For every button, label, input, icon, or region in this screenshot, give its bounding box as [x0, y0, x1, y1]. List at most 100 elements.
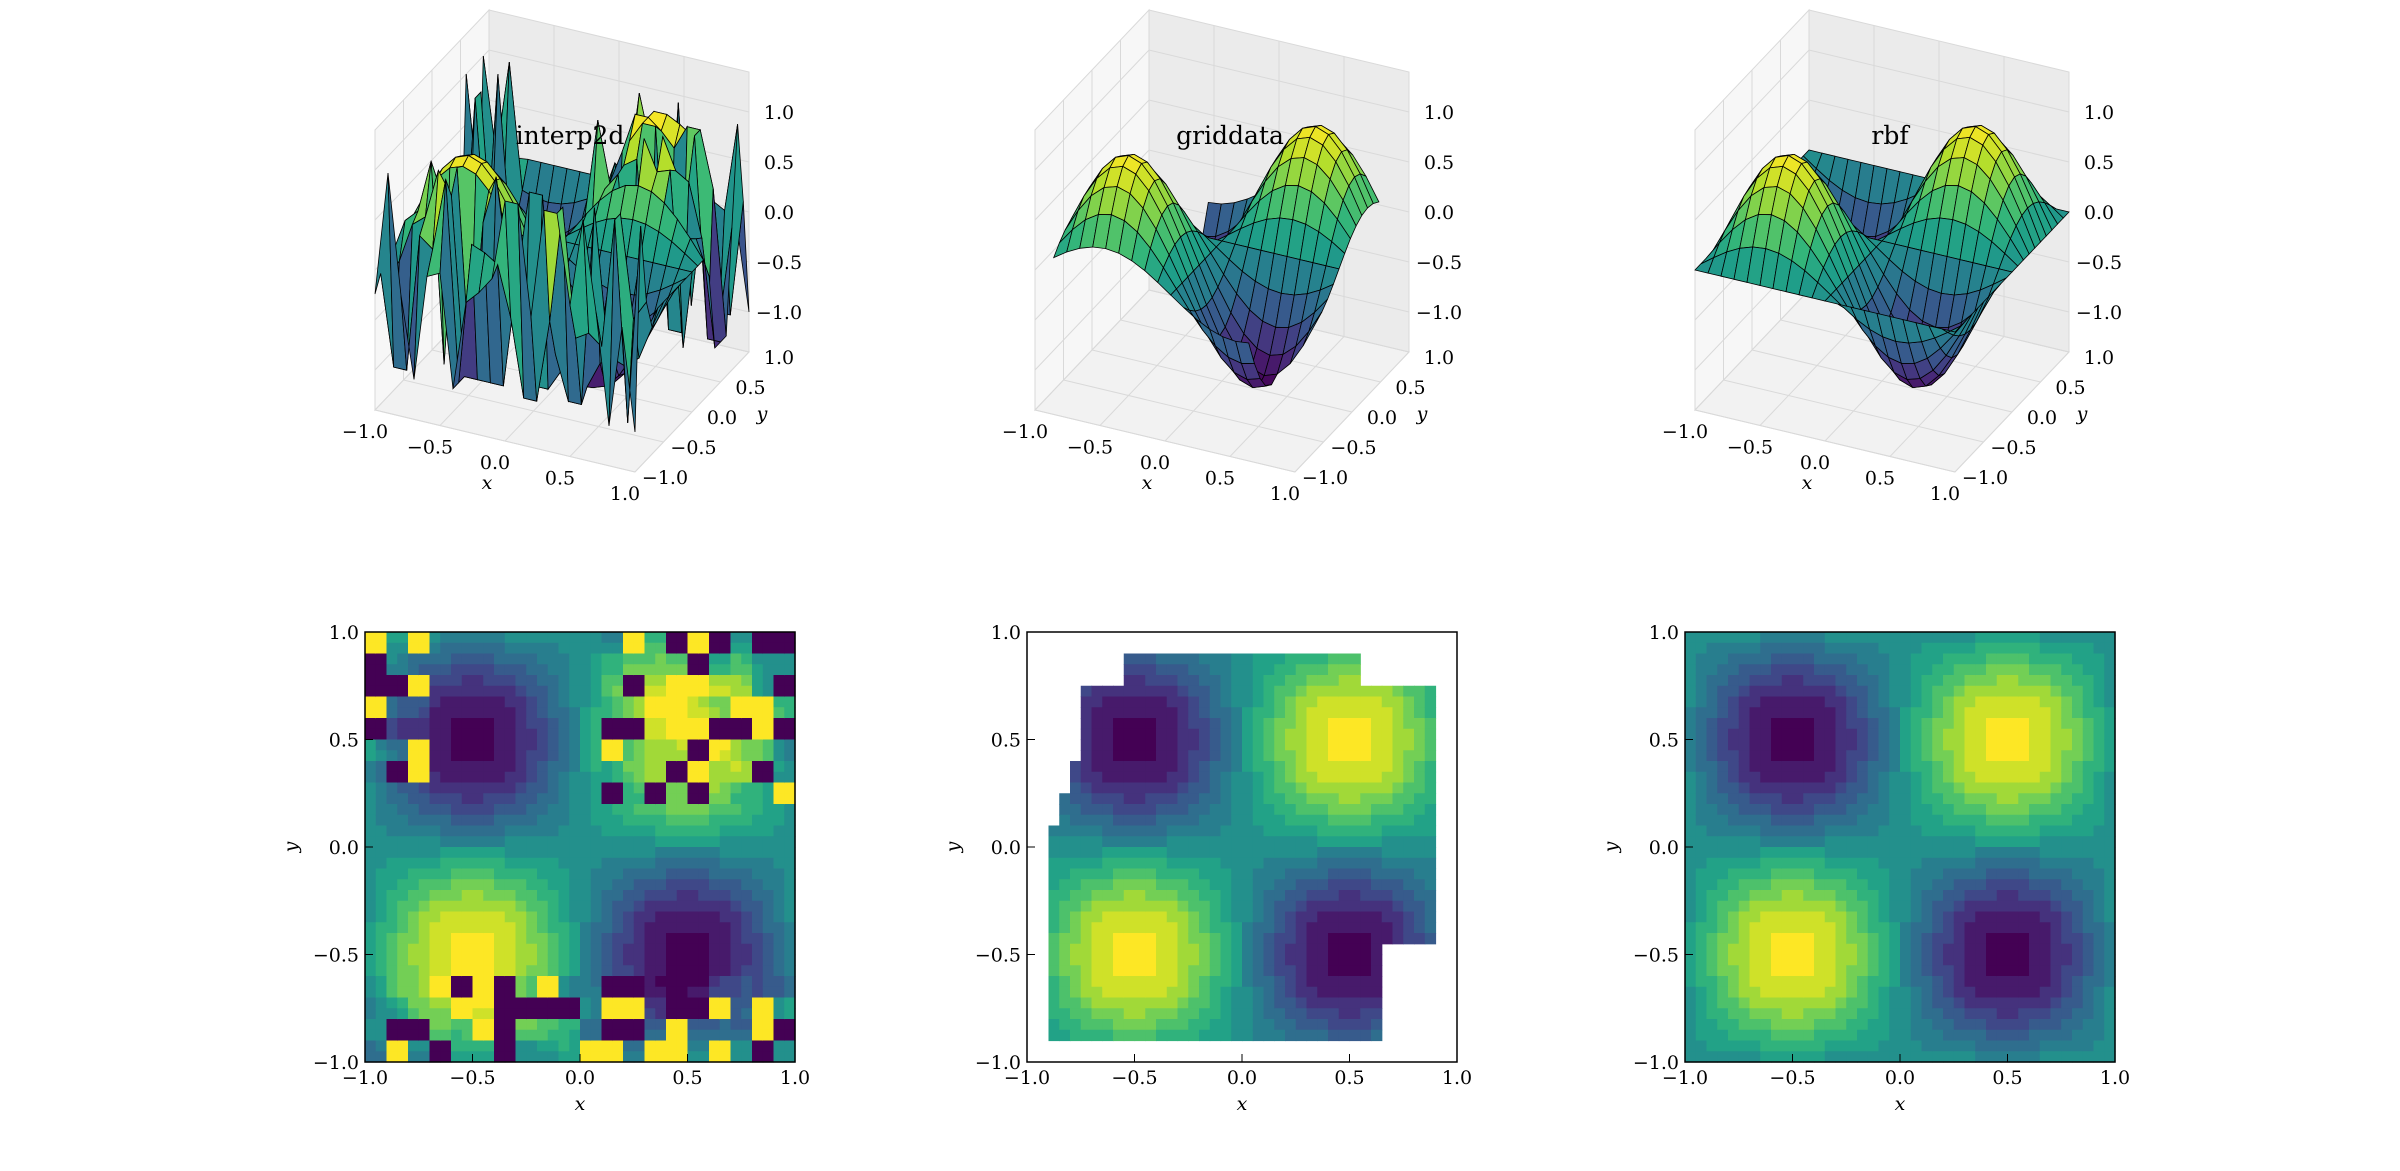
contour-cell — [1209, 707, 1222, 719]
contour-cell — [537, 986, 549, 999]
contour-cell — [558, 771, 570, 784]
contour-cell — [752, 1008, 764, 1020]
contour-cell — [1424, 836, 1437, 848]
contour-cell — [375, 1008, 388, 1020]
surface-face — [1941, 325, 1961, 333]
contour-cell — [1792, 986, 1804, 999]
contour-cell — [590, 1019, 603, 1031]
contour-cell — [1695, 1040, 1708, 1052]
contour-cell — [1717, 1040, 1729, 1052]
contour-cell — [1814, 739, 1826, 751]
contour-cell — [1371, 933, 1383, 945]
contour-cell — [784, 632, 796, 644]
contour-cell — [601, 782, 613, 794]
contour-cell — [1123, 890, 1136, 902]
contour-cell — [1091, 922, 1103, 934]
contour-cell — [1371, 793, 1383, 805]
contour-cell — [504, 911, 517, 923]
contour-cell — [1381, 890, 1394, 902]
contour-cell — [762, 771, 775, 784]
contour-cell — [1177, 804, 1189, 816]
contour-cell — [762, 707, 775, 719]
contour-cell — [504, 653, 517, 665]
contour-cell — [451, 750, 463, 762]
contour-cell — [365, 847, 377, 859]
contour-cell — [1781, 890, 1794, 902]
contour-cell — [698, 664, 710, 676]
contour-cell — [1188, 900, 1200, 913]
contour-cell — [1771, 653, 1783, 665]
contour-cell — [558, 1019, 570, 1031]
contour-cell — [1867, 782, 1880, 794]
contour-cell — [719, 1029, 732, 1042]
contour-cell — [644, 1008, 656, 1020]
contour-cell — [773, 836, 785, 848]
contour-cell — [1803, 986, 1815, 999]
contour-cell — [569, 728, 581, 741]
contour-cell — [1295, 965, 1308, 977]
contour-cell — [386, 857, 398, 870]
contour-cell — [1328, 793, 1340, 805]
contour-cell — [472, 728, 484, 741]
contour-cell — [1328, 750, 1340, 762]
contour-cell — [494, 1051, 506, 1063]
contour-cell — [1932, 739, 1944, 751]
contour-cell — [676, 954, 689, 966]
contour-cell — [1274, 739, 1286, 751]
contour-cell — [1921, 836, 1933, 848]
contour-cell — [612, 879, 624, 891]
contour-cell — [1867, 825, 1880, 837]
contour-cell — [676, 761, 689, 773]
contour-cell — [1349, 900, 1361, 913]
contour-cell — [1285, 685, 1297, 698]
contour-cell — [655, 685, 667, 698]
contour-cell — [429, 814, 441, 827]
y-tick-label: 1.0 — [329, 622, 359, 644]
contour-cell — [633, 771, 646, 784]
contour-cell — [1338, 847, 1351, 859]
contour-cell — [676, 793, 689, 805]
contour-cell — [1360, 739, 1372, 751]
contour-cell — [1706, 1040, 1718, 1052]
contour-cell — [1242, 750, 1254, 762]
contour-cell — [580, 922, 592, 934]
contour-cell — [1306, 1019, 1318, 1031]
contour-cell — [1349, 933, 1361, 945]
contour-cell — [590, 771, 603, 784]
contour-cell — [526, 793, 538, 805]
contour-cell — [1285, 847, 1297, 859]
contour-cell — [1695, 986, 1708, 999]
contour-cell — [687, 685, 699, 698]
contour-cell — [1792, 707, 1804, 719]
contour-cell — [1878, 965, 1890, 977]
contour-cell — [612, 707, 624, 719]
contour-cell — [1685, 728, 1697, 741]
contour-cell — [1728, 879, 1740, 891]
contour-cell — [1414, 771, 1426, 784]
y-tick-label: −1.0 — [642, 467, 688, 489]
contour-cell — [418, 1019, 431, 1031]
contour-cell — [773, 879, 785, 891]
contour-cell — [1080, 986, 1093, 999]
contour-cell — [580, 900, 592, 913]
contour-cell — [655, 642, 667, 655]
contour-cell — [1900, 965, 1912, 977]
contour-cell — [1349, 728, 1361, 741]
contour-cell — [687, 997, 699, 1009]
contour-cell — [386, 750, 398, 762]
contour-cell — [1760, 922, 1772, 934]
contour-cell — [483, 922, 495, 934]
contour-cell — [1803, 933, 1815, 945]
contour-cell — [1338, 696, 1351, 708]
contour-cell — [1274, 847, 1286, 859]
contour-cell — [494, 911, 506, 923]
contour-cell — [752, 1051, 764, 1063]
contour-cell — [1156, 761, 1168, 773]
contour-cell — [1910, 707, 1923, 719]
contour-cell — [1048, 836, 1060, 848]
contour-cell — [1706, 814, 1718, 827]
contour-cell — [623, 793, 635, 805]
contour-cell — [1403, 804, 1415, 816]
contour-cell — [1717, 943, 1729, 956]
contour-cell — [1306, 718, 1318, 730]
